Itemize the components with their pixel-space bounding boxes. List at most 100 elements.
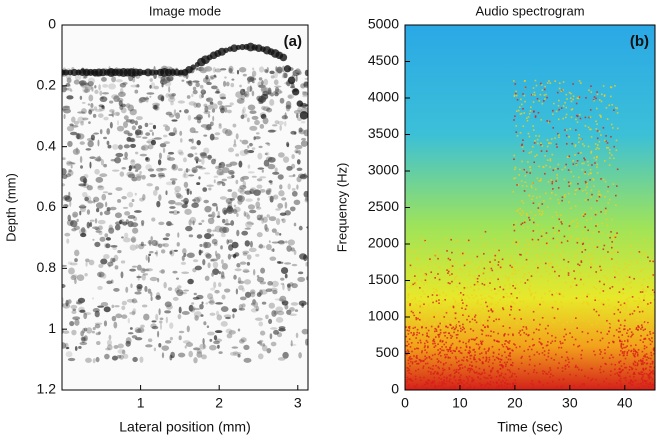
speckle bbox=[251, 80, 255, 84]
spectral-dot bbox=[420, 304, 422, 306]
spectral-dot bbox=[423, 303, 425, 306]
spectral-dot bbox=[543, 354, 546, 356]
speckle bbox=[275, 231, 280, 236]
spectral-dot bbox=[554, 301, 557, 303]
spectral-dot bbox=[643, 311, 645, 313]
spectral-dot bbox=[619, 371, 622, 374]
speckle bbox=[200, 314, 204, 317]
spectral-dot bbox=[514, 269, 517, 272]
spectral-dot bbox=[425, 326, 428, 329]
spectral-dot bbox=[634, 349, 637, 352]
spectral-dot bbox=[415, 360, 418, 362]
spectral-dot bbox=[536, 196, 538, 199]
spectral-dot bbox=[540, 235, 543, 238]
spectral-dot bbox=[643, 278, 645, 281]
spectral-dot bbox=[528, 287, 530, 290]
speckle bbox=[209, 344, 217, 351]
speckle bbox=[286, 309, 292, 315]
spectral-dot bbox=[439, 329, 442, 331]
speckle bbox=[211, 211, 216, 218]
spectral-dot bbox=[541, 102, 544, 105]
spectral-dot bbox=[477, 302, 479, 305]
speckle bbox=[220, 107, 225, 114]
speckle bbox=[185, 168, 191, 172]
spectral-dot bbox=[454, 379, 457, 382]
spectral-dot bbox=[465, 342, 467, 345]
spectral-dot bbox=[561, 222, 563, 225]
spectral-dot bbox=[570, 237, 573, 239]
spectral-dot bbox=[541, 84, 543, 86]
speckle bbox=[249, 143, 254, 146]
speckle bbox=[183, 170, 186, 178]
spectral-dot bbox=[520, 318, 522, 320]
speckle bbox=[198, 66, 202, 72]
speckle bbox=[168, 223, 174, 226]
spectral-dot bbox=[452, 326, 455, 329]
spectral-dot bbox=[513, 158, 515, 161]
speckle bbox=[169, 336, 173, 341]
spectral-dot bbox=[615, 307, 617, 310]
speckle bbox=[74, 258, 78, 263]
spectral-dot bbox=[590, 136, 593, 138]
speckle bbox=[100, 258, 108, 265]
spectral-dot bbox=[482, 362, 484, 364]
spectral-dot bbox=[465, 346, 468, 348]
speckle bbox=[94, 89, 99, 95]
speckle bbox=[73, 79, 80, 85]
speckle bbox=[90, 134, 95, 141]
spectral-dot bbox=[557, 187, 560, 189]
spectral-dot bbox=[479, 373, 482, 376]
spectral-dot bbox=[409, 365, 411, 367]
spectral-dot bbox=[460, 352, 463, 355]
spectral-dot bbox=[546, 206, 549, 209]
spectral-dot bbox=[442, 291, 445, 294]
spectral-dot bbox=[528, 112, 531, 115]
speckle bbox=[201, 301, 204, 305]
spectral-dot bbox=[518, 291, 521, 294]
speckle bbox=[103, 306, 111, 313]
speckle bbox=[186, 188, 190, 196]
spectral-dot bbox=[563, 335, 565, 338]
spectral-dot bbox=[509, 358, 512, 361]
speckle bbox=[164, 301, 172, 308]
spectral-dot bbox=[439, 331, 442, 334]
spectral-dot bbox=[445, 341, 447, 344]
speckle bbox=[194, 152, 198, 155]
speckle bbox=[263, 159, 270, 167]
spectral-dot bbox=[569, 373, 571, 376]
spectral-dot bbox=[502, 376, 505, 379]
spectral-dot bbox=[506, 386, 508, 389]
speckle bbox=[163, 134, 168, 138]
speckle bbox=[294, 309, 299, 312]
spectral-dot bbox=[507, 333, 510, 336]
speckle bbox=[221, 294, 226, 300]
speckle bbox=[134, 337, 143, 341]
speckle bbox=[294, 144, 303, 150]
speckle bbox=[156, 167, 164, 172]
speckle bbox=[220, 320, 228, 327]
spectral-dot bbox=[471, 368, 474, 371]
spectral-dot bbox=[492, 351, 495, 354]
speckle bbox=[163, 141, 171, 145]
spectral-dot bbox=[454, 261, 456, 264]
spectral-dot bbox=[520, 362, 523, 365]
speckle bbox=[208, 187, 212, 191]
spectral-dot bbox=[596, 137, 599, 140]
speckle bbox=[147, 168, 155, 172]
speckle bbox=[203, 147, 210, 154]
speckle bbox=[136, 175, 142, 181]
spectral-dot bbox=[595, 158, 598, 161]
spectral-dot bbox=[480, 303, 482, 306]
spectral-dot bbox=[427, 346, 429, 349]
speckle bbox=[193, 292, 197, 296]
spectral-dot bbox=[570, 321, 573, 323]
speckle bbox=[134, 89, 139, 94]
spectral-dot bbox=[571, 336, 574, 338]
spectral-dot bbox=[540, 150, 543, 152]
speckle bbox=[287, 183, 291, 190]
spectral-dot bbox=[437, 361, 439, 363]
spectral-dot bbox=[627, 335, 630, 338]
spectral-dot bbox=[476, 301, 479, 303]
spectral-dot bbox=[430, 358, 433, 361]
speckle bbox=[203, 321, 207, 326]
